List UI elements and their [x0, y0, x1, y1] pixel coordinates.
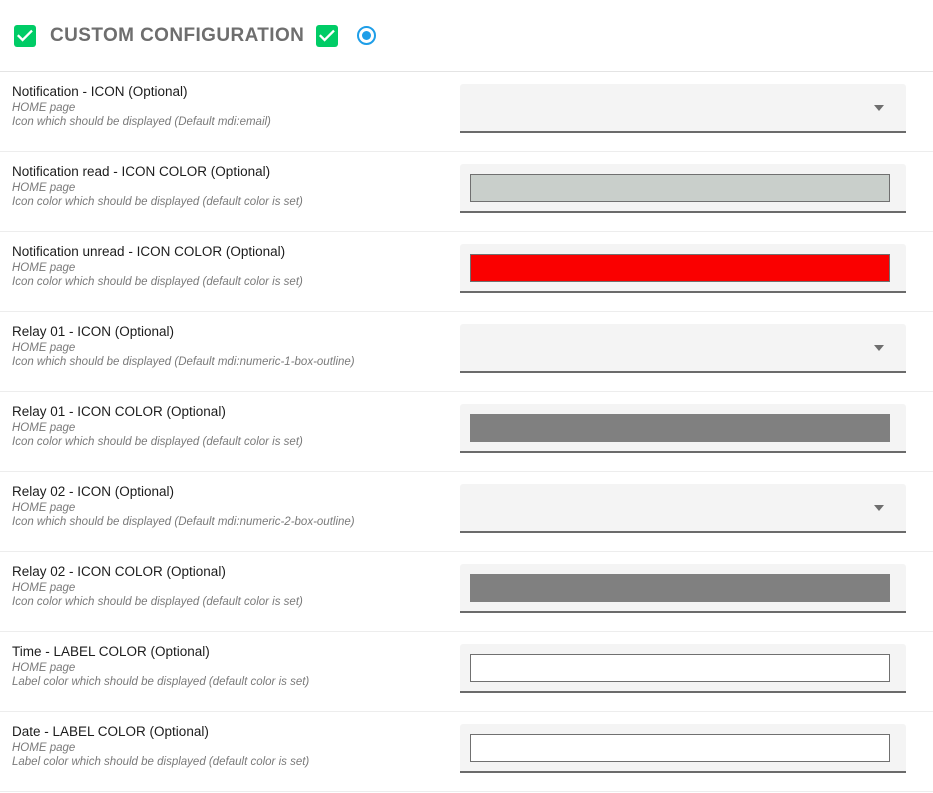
settings-row: Notification unread - ICON COLOR (Option… [0, 232, 933, 312]
chevron-down-icon [874, 504, 884, 511]
color-field[interactable] [460, 244, 906, 293]
row-label-group: Notification read - ICON COLOR (Optional… [0, 152, 460, 209]
color-swatch[interactable] [470, 733, 890, 762]
row-label-group: Relay 02 - ICON COLOR (Optional) HOME pag… [0, 552, 460, 609]
setting-scope: HOME page [12, 742, 76, 754]
checkbox-checked-icon-right[interactable] [316, 24, 339, 47]
setting-scope: HOME page [12, 662, 76, 674]
color-field[interactable] [460, 404, 906, 453]
setting-description: Label color which should be displayed (d… [12, 756, 310, 768]
setting-scope: HOME page [12, 582, 76, 594]
settings-row: Date - LABEL COLOR (Optional) HOME page La… [0, 712, 933, 792]
color-swatch[interactable] [470, 173, 890, 202]
setting-scope: HOME page [12, 182, 76, 194]
color-swatch[interactable] [470, 413, 890, 442]
row-label-group: Notification - ICON (Optional) HOME page I… [0, 72, 460, 129]
radio-selected-icon[interactable] [356, 26, 376, 45]
setting-scope: HOME page [12, 102, 76, 114]
setting-label: Relay 02 - ICON COLOR (Optional) [12, 564, 226, 579]
setting-description: Icon color which should be displayed (de… [12, 436, 303, 448]
setting-description: Icon color which should be displayed (de… [12, 596, 303, 608]
page-title: CUSTOM CONFIGURATION [50, 24, 305, 46]
setting-description: Icon color which should be displayed (de… [12, 196, 303, 208]
checkmark-glyph [17, 29, 33, 42]
color-field[interactable] [460, 164, 906, 213]
settings-row: Relay 01 - ICON (Optional) HOME page Icon … [0, 312, 933, 392]
color-swatch[interactable] [470, 573, 890, 602]
color-swatch[interactable] [470, 253, 890, 282]
settings-row: Relay 02 - ICON (Optional) HOME page Icon … [0, 472, 933, 552]
icon-select[interactable] [460, 84, 906, 133]
setting-description: Icon which should be displayed (Default … [12, 116, 271, 128]
row-label-group: Relay 01 - ICON (Optional) HOME page Icon … [0, 312, 460, 369]
checkbox-checked-icon-left[interactable] [14, 24, 36, 47]
setting-label: Time - LABEL COLOR (Optional) [12, 644, 210, 659]
settings-row: Notification read - ICON COLOR (Optional… [0, 152, 933, 232]
setting-label: Relay 01 - ICON COLOR (Optional) [12, 404, 226, 419]
setting-description: Label color which should be displayed (d… [12, 676, 310, 688]
setting-scope: HOME page [12, 422, 76, 434]
row-control [460, 712, 933, 773]
setting-description: Icon which should be displayed (Default … [12, 516, 355, 528]
icon-select[interactable] [460, 324, 906, 373]
setting-scope: HOME page [12, 502, 76, 514]
chevron-down-icon [874, 344, 884, 351]
color-field[interactable] [460, 564, 906, 613]
radio-inner-dot [361, 31, 371, 40]
row-label-group: Relay 02 - ICON (Optional) HOME page Icon … [0, 472, 460, 529]
row-control [460, 552, 933, 613]
color-field[interactable] [460, 644, 906, 693]
row-control [460, 472, 933, 533]
row-control [460, 152, 933, 213]
checkmark-glyph [319, 29, 336, 42]
panel-header: CUSTOM CONFIGURATION [0, 0, 933, 72]
row-control [460, 632, 933, 693]
row-label-group: Time - LABEL COLOR (Optional) HOME page La… [0, 632, 460, 689]
setting-label: Notification unread - ICON COLOR (Option… [12, 244, 286, 259]
row-control [460, 392, 933, 453]
row-label-group: Relay 01 - ICON COLOR (Optional) HOME pag… [0, 392, 460, 449]
settings-row: Notification - ICON (Optional) HOME page I… [0, 72, 933, 152]
settings-row: Relay 02 - ICON COLOR (Optional) HOME pag… [0, 552, 933, 632]
setting-scope: HOME page [12, 262, 76, 274]
color-swatch[interactable] [470, 653, 890, 682]
radio-group [338, 26, 394, 45]
setting-description: Icon color which should be displayed (de… [12, 276, 303, 288]
chevron-down-icon [874, 104, 884, 111]
setting-label: Relay 02 - ICON (Optional) [12, 484, 175, 499]
setting-label: Notification - ICON (Optional) [12, 84, 188, 99]
row-control [460, 232, 933, 293]
setting-label: Date - LABEL COLOR (Optional) [12, 724, 209, 739]
setting-scope: HOME page [12, 342, 76, 354]
row-control [460, 312, 933, 373]
row-label-group: Date - LABEL COLOR (Optional) HOME page La… [0, 712, 460, 769]
settings-row: Relay 01 - ICON COLOR (Optional) HOME pag… [0, 392, 933, 472]
setting-description: Icon which should be displayed (Default … [12, 356, 355, 368]
row-control [460, 72, 933, 133]
setting-label: Relay 01 - ICON (Optional) [12, 324, 175, 339]
settings-row: Time - LABEL COLOR (Optional) HOME page La… [0, 632, 933, 712]
setting-label: Notification read - ICON COLOR (Optional… [12, 164, 271, 179]
row-label-group: Notification unread - ICON COLOR (Option… [0, 232, 460, 289]
icon-select[interactable] [460, 484, 906, 533]
settings-rows: Notification - ICON (Optional) HOME page I… [0, 72, 933, 792]
color-field[interactable] [460, 724, 906, 773]
